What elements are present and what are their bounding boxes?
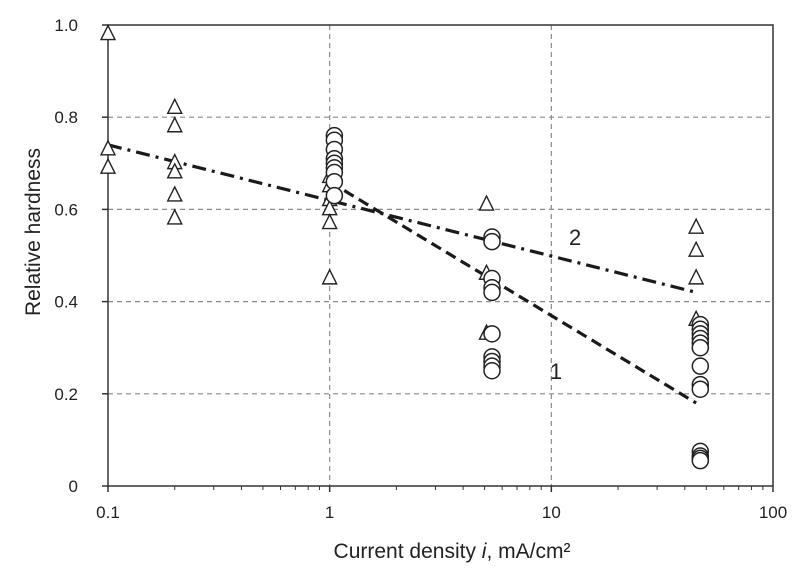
x-axis-title-prefix: Current density bbox=[334, 540, 482, 563]
trend-line-label-2: 2 bbox=[569, 225, 581, 250]
y-tick-label: 0.6 bbox=[54, 200, 78, 219]
x-tick-label: 0.1 bbox=[96, 503, 120, 522]
triangle-marker bbox=[478, 194, 495, 211]
x-tick-label: 1 bbox=[325, 503, 334, 522]
triangle-marker bbox=[321, 268, 338, 285]
y-tick-label: 0 bbox=[69, 477, 78, 496]
x-axis-title-variable: i bbox=[482, 540, 488, 563]
circle-marker bbox=[691, 338, 710, 357]
y-tick-label: 0.4 bbox=[54, 293, 78, 312]
data-markers bbox=[99, 23, 710, 470]
circle-marker bbox=[483, 325, 501, 343]
x-axis-title-suffix: , mA/cm² bbox=[486, 540, 570, 563]
x-tick-label: 100 bbox=[759, 503, 787, 522]
circle-marker bbox=[691, 357, 710, 375]
circle-marker bbox=[691, 451, 710, 470]
x-tick-label: 10 bbox=[542, 503, 561, 522]
circle-marker bbox=[483, 232, 501, 251]
circle-marker bbox=[691, 380, 710, 398]
triangle-marker bbox=[99, 139, 117, 156]
y-axis-title: Relative hardness bbox=[22, 148, 45, 316]
axis-ticks bbox=[102, 24, 774, 492]
triangle-marker bbox=[687, 268, 705, 285]
circle-marker bbox=[325, 186, 344, 205]
triangle-marker bbox=[687, 217, 705, 234]
circle-marker bbox=[483, 283, 501, 302]
plot-area-frame bbox=[107, 24, 774, 487]
trend-line-label-1: 1 bbox=[550, 359, 562, 384]
triangle-marker bbox=[99, 23, 117, 41]
triangle-marker bbox=[321, 212, 338, 230]
trend-lines bbox=[107, 143, 697, 405]
x-axis-title: Current density i, mA/cm² bbox=[334, 540, 571, 563]
triangle-marker bbox=[166, 97, 183, 115]
y-tick-label: 1.0 bbox=[54, 16, 78, 35]
triangle-marker bbox=[166, 162, 183, 179]
triangle-marker bbox=[166, 208, 183, 225]
tick-labels: 0.1 1 10 100 0 0.2 0.4 0.6 0.8 1.0 bbox=[54, 16, 787, 522]
triangle-marker bbox=[166, 116, 183, 133]
y-tick-label: 0.8 bbox=[54, 108, 78, 127]
line-labels: 12 bbox=[550, 225, 581, 384]
triangle-marker bbox=[166, 185, 183, 202]
triangle-marker bbox=[99, 157, 117, 174]
triangle-marker bbox=[687, 240, 705, 257]
trend-line-1 bbox=[328, 180, 697, 405]
circle-marker bbox=[483, 362, 501, 380]
y-tick-label: 0.2 bbox=[54, 385, 78, 404]
grid bbox=[108, 25, 773, 486]
trend-line-2 bbox=[107, 143, 697, 294]
